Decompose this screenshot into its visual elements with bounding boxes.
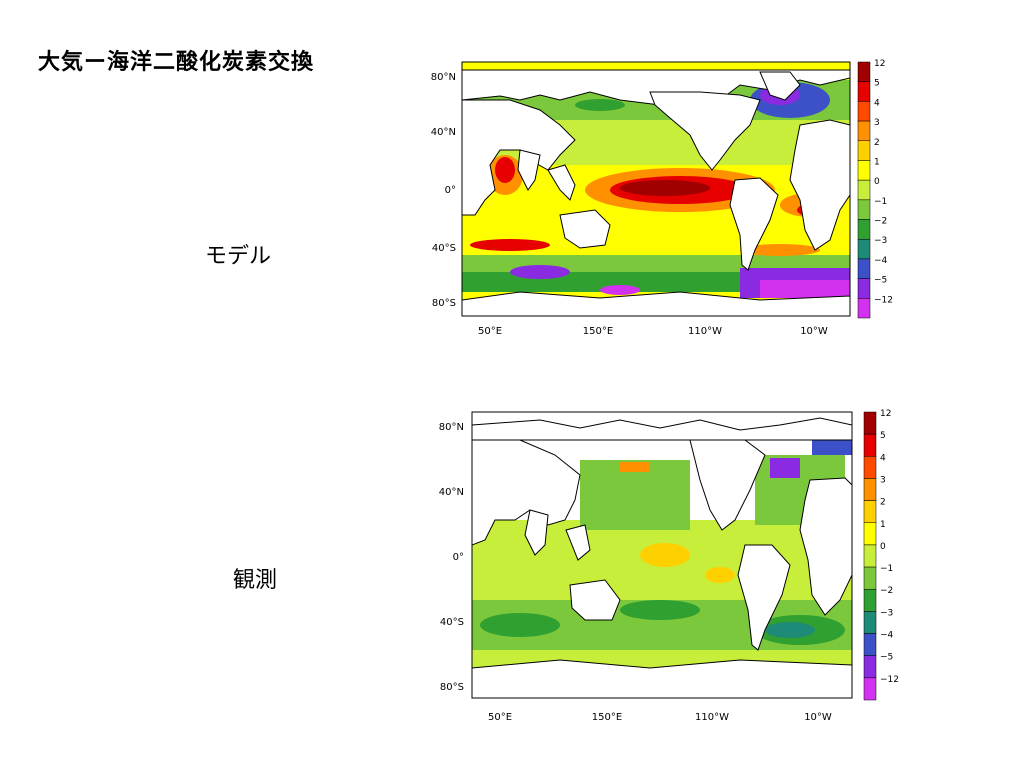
colorbar-swatch bbox=[863, 633, 877, 656]
observation-label: 観測 bbox=[233, 568, 278, 593]
colorbar-label: 4 bbox=[880, 453, 886, 463]
colorbar-swatch bbox=[857, 219, 871, 240]
observation-lat-ticks: 80°N 40°N 0° 40°S 80°S bbox=[439, 422, 464, 693]
model-map bbox=[461, 61, 851, 317]
colorbar-label: 2 bbox=[874, 138, 880, 148]
observation-lon-ticks: 50°E 150°E 110°W 10°W bbox=[488, 712, 832, 723]
observation-lon-tick: 150°E bbox=[592, 712, 622, 723]
observation-lon-tick: 110°W bbox=[695, 712, 729, 723]
colorbar-label: −2 bbox=[880, 586, 893, 596]
colorbar-label: −5 bbox=[874, 276, 887, 286]
colorbar-label: 2 bbox=[880, 498, 886, 508]
observation-lat-tick: 80°N bbox=[439, 422, 464, 433]
colorbar-swatch bbox=[863, 544, 877, 568]
observation-map bbox=[471, 411, 853, 699]
colorbar-label: −5 bbox=[880, 653, 893, 663]
observation-lat-tick: 40°N bbox=[439, 487, 464, 498]
colorbar-swatch bbox=[863, 522, 877, 546]
model-lon-ticks: 50°E 150°E 110°W 10°W bbox=[478, 326, 828, 337]
colorbar-swatch bbox=[863, 655, 877, 679]
colorbar-swatch bbox=[857, 199, 871, 220]
model-lat-tick: 0° bbox=[445, 185, 456, 196]
model-lat-tick: 40°S bbox=[432, 243, 456, 254]
colorbar-swatch bbox=[863, 478, 877, 501]
model-lon-tick: 10°W bbox=[800, 326, 828, 337]
colorbar-swatch bbox=[863, 588, 877, 612]
slide-title: 大気ー海洋二酸化炭素交換 bbox=[38, 50, 315, 75]
observation-lat-tick: 40°S bbox=[440, 617, 464, 628]
colorbar-label: 12 bbox=[874, 59, 885, 69]
colorbar-label: −1 bbox=[874, 197, 887, 207]
colorbar-swatch bbox=[857, 298, 871, 319]
model-lon-tick: 50°E bbox=[478, 326, 502, 337]
colorbar-label: 3 bbox=[880, 475, 886, 485]
colorbar-swatch bbox=[863, 500, 877, 524]
colorbar-label: 12 bbox=[880, 409, 891, 419]
model-lat-ticks: 80°N 40°N 0° 40°S 80°S bbox=[431, 72, 456, 309]
observation-lon-tick: 10°W bbox=[804, 712, 832, 723]
model-lon-tick: 110°W bbox=[688, 326, 722, 337]
colorbar-label: 5 bbox=[880, 431, 886, 441]
colorbar-label: −12 bbox=[874, 295, 893, 305]
model-lat-tick: 40°N bbox=[431, 127, 456, 138]
observation-lat-tick: 0° bbox=[453, 552, 464, 563]
model-lat-tick: 80°S bbox=[432, 298, 456, 309]
colorbar-label: −1 bbox=[880, 564, 893, 574]
observation-lon-tick: 50°E bbox=[488, 712, 512, 723]
colorbar-label: 3 bbox=[874, 118, 880, 128]
colorbar-swatch bbox=[857, 81, 871, 102]
colorbar-label: −4 bbox=[874, 256, 888, 266]
colorbar-label: −2 bbox=[874, 217, 887, 227]
colorbar-swatch bbox=[857, 101, 871, 122]
colorbar-label: 0 bbox=[880, 542, 886, 552]
colorbar-swatch bbox=[857, 258, 871, 279]
colorbar-swatch bbox=[857, 278, 871, 299]
colorbar-swatch bbox=[863, 611, 877, 634]
colorbar-label: 1 bbox=[874, 157, 880, 167]
colorbar-swatch bbox=[857, 238, 871, 260]
colorbar-label: −4 bbox=[880, 631, 894, 641]
colorbar-swatch bbox=[863, 677, 877, 701]
colorbar-swatch bbox=[857, 140, 871, 161]
colorbar-swatch bbox=[857, 179, 871, 201]
model-colorbar: 12 5 4 3 2 1 0 −1 −2 −3 −4 −5 −12 bbox=[857, 59, 893, 319]
model-label: モデル bbox=[205, 244, 272, 269]
colorbar-label: 0 bbox=[874, 177, 880, 187]
colorbar-swatch bbox=[857, 160, 871, 181]
colorbar-swatch bbox=[863, 566, 877, 590]
colorbar-label: −3 bbox=[880, 608, 893, 618]
model-lon-tick: 150°E bbox=[583, 326, 613, 337]
colorbar-label: 5 bbox=[874, 79, 880, 89]
model-lat-tick: 80°N bbox=[431, 72, 456, 83]
colorbar-swatch bbox=[857, 120, 871, 142]
colorbar-label: 1 bbox=[880, 520, 886, 530]
colorbar-label: −12 bbox=[880, 675, 899, 685]
colorbar-swatch bbox=[857, 61, 871, 82]
colorbar-label: 4 bbox=[874, 98, 880, 108]
observation-colorbar: 12 5 4 3 2 1 0 −1 −2 −3 −4 −5 −12 bbox=[863, 409, 899, 701]
colorbar-swatch bbox=[863, 433, 877, 457]
colorbar-label: −3 bbox=[874, 236, 887, 246]
observation-lat-tick: 80°S bbox=[440, 682, 464, 693]
colorbar-swatch bbox=[863, 456, 877, 479]
colorbar-swatch bbox=[863, 411, 877, 435]
